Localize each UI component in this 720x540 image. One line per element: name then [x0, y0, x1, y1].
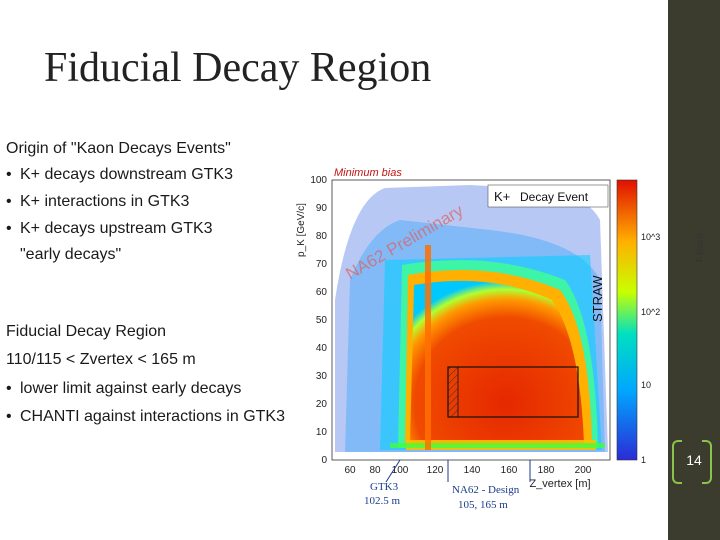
origin-bullet-1-text: K+ decays downstream GTK3 — [20, 166, 233, 183]
minimum-bias-label: Minimum bias — [334, 167, 402, 179]
x-tick-60: 60 — [344, 465, 356, 476]
y-tick-10: 10 — [316, 427, 328, 438]
y-axis-label: p_K [GeV/c] — [296, 203, 307, 257]
gtk3-position: 102.5 m — [364, 495, 401, 507]
legend-box — [487, 184, 609, 208]
colorbar-tick-1: 1 — [641, 455, 646, 465]
gtk3-label: GTK3 — [370, 481, 399, 493]
origin-bullet-3-text: K+ decays upstream GTK3 — [20, 220, 213, 237]
y-tick-0: 0 — [321, 455, 327, 466]
origin-bullet-3: • K+ decays upstream GTK3 — [6, 220, 213, 237]
origin-bullet-2: • K+ interactions in GTK3 — [6, 193, 190, 210]
fiducial-bullet-1-text: lower limit against early decays — [20, 380, 242, 397]
design-positions: 105, 165 m — [458, 499, 508, 511]
author-credit: F.Bucci — [695, 232, 705, 262]
y-tick-30: 30 — [316, 371, 328, 382]
y-tick-20: 20 — [316, 399, 328, 410]
y-tick-90: 90 — [316, 203, 328, 214]
x-tick-80: 80 — [369, 465, 381, 476]
x-tick-160: 160 — [501, 465, 518, 476]
y-tick-70: 70 — [316, 259, 328, 270]
colorbar-tick-100: 10^2 — [641, 307, 660, 317]
slide-title: Fiducial Decay Region — [44, 45, 432, 91]
y-tick-100: 100 — [310, 175, 327, 186]
x-tick-120: 120 — [427, 465, 444, 476]
legend-decay-event: Decay Event — [520, 190, 589, 204]
fiducial-range: 110/115 < Zvertex < 165 m — [6, 351, 196, 368]
x-tick-200: 200 — [575, 465, 592, 476]
sidebar-divider — [667, 0, 668, 540]
page-number: 14 — [686, 452, 702, 468]
kaon-momentum-vs-zvertex-plot: 0 10 20 30 40 50 60 70 80 90 100 60 80 1… — [290, 160, 662, 512]
fiducial-bullet-2: • CHANTI against interactions in GTK3 — [6, 408, 285, 425]
origin-continuation: "early decays" — [20, 246, 122, 263]
page-number-left-brace — [672, 440, 682, 484]
fiducial-bullet-2-text: CHANTI against interactions in GTK3 — [20, 408, 285, 425]
y-tick-60: 60 — [316, 287, 328, 298]
legend-k-plus-symbol: K+ — [494, 189, 510, 204]
origin-bullet-2-text: K+ interactions in GTK3 — [20, 193, 190, 210]
origin-heading: Origin of "Kaon Decays Events" — [6, 140, 231, 157]
fiducial-hatched-lower-edge — [447, 366, 459, 418]
y-tick-40: 40 — [316, 343, 328, 354]
fiducial-bullet-1: • lower limit against early decays — [6, 380, 242, 397]
y-tick-80: 80 — [316, 231, 328, 242]
fiducial-heading: Fiducial Decay Region — [6, 323, 167, 340]
y-tick-50: 50 — [316, 315, 328, 326]
x-tick-140: 140 — [464, 465, 481, 476]
origin-bullet-1: • K+ decays downstream GTK3 — [6, 166, 233, 183]
x-axis-label: Z_vertex [m] — [529, 478, 590, 490]
straw-label: STRAW — [590, 275, 605, 322]
colorbar-tick-1000: 10^3 — [641, 232, 660, 242]
gtk3-marker — [385, 459, 401, 483]
early-decay-band — [425, 245, 431, 450]
design-label: NA62 - Design — [452, 484, 520, 496]
x-tick-180: 180 — [538, 465, 555, 476]
colorbar-tick-10: 10 — [641, 380, 651, 390]
colorbar — [616, 179, 638, 461]
x-tick-100: 100 — [392, 465, 409, 476]
page-number-right-brace — [702, 440, 712, 484]
